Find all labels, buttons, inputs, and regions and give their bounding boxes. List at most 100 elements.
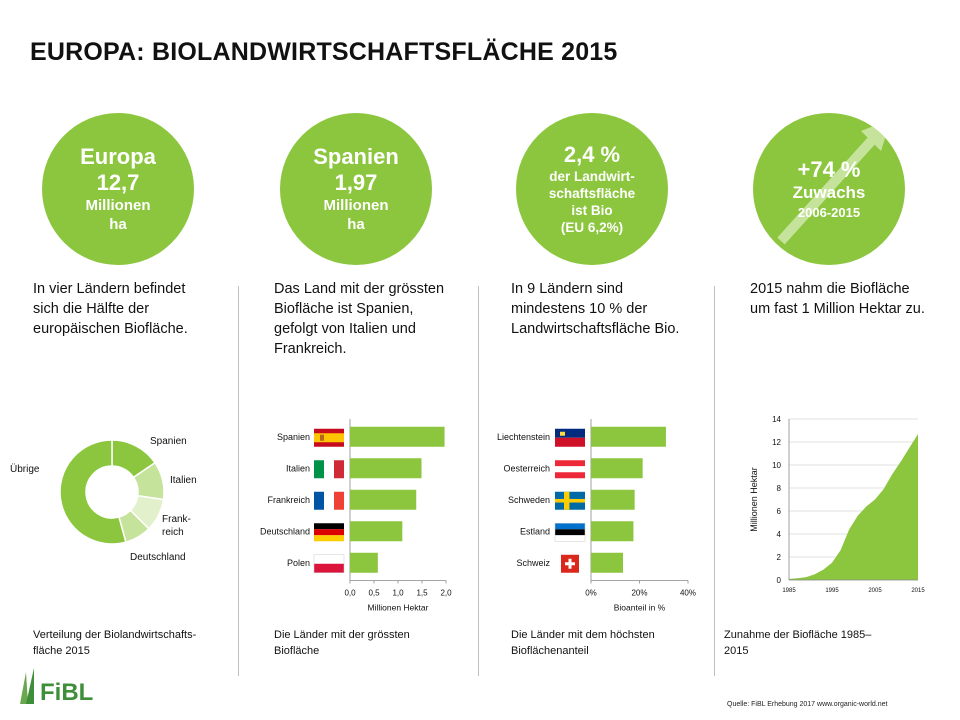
x-tick-label-3: 2015 xyxy=(911,588,925,594)
donut-label-2: Frank- xyxy=(162,514,191,525)
bar-label-0: Liechtenstein xyxy=(497,432,550,442)
bar-4 xyxy=(350,552,378,573)
stat-spanien-unit2: ha xyxy=(347,216,365,233)
description-europa: In vier Ländern befindet sich die Hälfte… xyxy=(33,281,188,337)
stat-share-line2: der Landwirt- xyxy=(549,169,635,184)
stat-circle-growth: +74 % Zuwachs 2006-2015 xyxy=(753,113,905,265)
stat-europa-value: 12,7 xyxy=(96,170,140,195)
y-tick-label-5: 10 xyxy=(772,461,781,470)
donut-label-1: Italien xyxy=(170,475,197,486)
x-tick-label-0: 0% xyxy=(585,589,597,598)
area-series xyxy=(789,433,918,580)
stat-growth-value: +74 % xyxy=(797,156,861,182)
x-axis-title: Bioanteil in % xyxy=(614,603,666,613)
bar-label-0: Spanien xyxy=(277,432,310,442)
stat-circle-spanien: Spanien 1,97 Millionen ha xyxy=(280,113,432,265)
donut-label-3: Deutschland xyxy=(130,552,186,563)
bar-label-1: Italien xyxy=(286,463,310,473)
x-tick-label-3: 1,5 xyxy=(416,589,428,598)
bar-1 xyxy=(591,458,643,479)
flag-spain-icon xyxy=(314,428,344,447)
stat-share-value: 2,4 % xyxy=(563,142,621,167)
bar-3 xyxy=(350,521,403,542)
y-tick-label-2: 4 xyxy=(777,530,782,539)
stat-circle-europa: Europa 12,7 Millionen ha xyxy=(42,113,194,265)
x-tick-label-4: 2,0 xyxy=(440,589,452,598)
x-tick-label-2: 1,0 xyxy=(392,589,404,598)
caption-growth: Zunahme der Biofläche 1985– 2015 xyxy=(724,629,872,657)
stat-growth-period: 2006-2015 xyxy=(797,204,861,220)
y-tick-label-4: 8 xyxy=(777,484,782,493)
y-tick-label-1: 2 xyxy=(777,553,782,562)
bar-label-3: Estland xyxy=(520,526,550,536)
bar-label-2: Schweden xyxy=(508,495,550,505)
stat-circle-share: 2,4 % der Landwirt- schaftsfläche ist Bi… xyxy=(516,113,668,265)
flag-austria-icon xyxy=(555,460,585,479)
stat-europa-unit1: Millionen xyxy=(85,197,151,214)
y-tick-label-6: 12 xyxy=(772,438,781,447)
logo-text: FiBL xyxy=(40,679,93,706)
y-axis-title: Millionen Hektar xyxy=(749,467,759,532)
stat-growth-label: Zuwachs xyxy=(792,182,866,202)
y-tick-label-7: 14 xyxy=(772,415,781,424)
divider-1 xyxy=(238,286,239,676)
stat-spanien-unit1: Millionen xyxy=(323,197,389,214)
bar-4 xyxy=(591,552,624,573)
donut-label-2-1: reich xyxy=(162,527,184,538)
source-note: Quelle: FiBL Erhebung 2017 www.organic-w… xyxy=(727,701,888,708)
caption-donut: Verteilung der Biolandwirtschafts- fläch… xyxy=(33,629,197,657)
stat-spanien-label: Spanien xyxy=(313,144,399,169)
fibl-logo: FiBL xyxy=(16,664,106,713)
bar-label-4: Schweiz xyxy=(516,558,550,568)
donut-chart: Spanien Italien Frank-reich Deutschland Übri… xyxy=(10,436,197,563)
caption-highest-share: Die Länder mit dem höchsten Bioflächenan… xyxy=(511,629,655,657)
divider-2 xyxy=(478,286,479,676)
x-tick-label-0: 1985 xyxy=(782,588,796,594)
x-tick-label-1: 0,5 xyxy=(368,589,380,598)
divider-3 xyxy=(714,286,715,676)
flag-switzerland-icon xyxy=(561,554,579,573)
flag-sweden-icon xyxy=(555,491,585,510)
x-tick-label-2: 40% xyxy=(680,589,696,598)
donut-label-4: Übrige xyxy=(10,463,40,475)
stat-share-line3: schaftsfläche xyxy=(548,186,636,201)
stat-europa-label: Europa xyxy=(80,144,156,169)
stat-europa-unit2: ha xyxy=(109,216,127,233)
x-tick-label-1: 20% xyxy=(631,589,647,598)
growth-arrow-icon xyxy=(777,119,891,245)
stat-spanien-value: 1,97 xyxy=(334,170,378,195)
x-tick-label-1: 1995 xyxy=(825,588,839,594)
area-chart-growth: 0 2 4 6 8 10 12 14 1985 1995 2005 2015 Millionen Hek… xyxy=(749,415,925,594)
bar-2 xyxy=(350,489,417,510)
bar-label-2: Frankreich xyxy=(267,495,310,505)
flag-germany-icon xyxy=(314,523,344,542)
bar-1 xyxy=(350,458,422,479)
flag-france-icon xyxy=(314,491,344,510)
stat-share-line5: (EU 6,2%) xyxy=(560,220,624,235)
caption-largest-area: Die Länder mit der grössten Biofläche xyxy=(274,629,410,657)
description-spanien: Das Land mit der grössten Biofläche ist … xyxy=(274,281,445,357)
x-tick-label-2: 2005 xyxy=(868,588,882,594)
bar-label-4: Polen xyxy=(287,558,310,568)
bar-2 xyxy=(591,489,635,510)
x-axis-title: Millionen Hektar xyxy=(368,603,429,613)
bar-chart-largest-area: Spanien Italien Frankreich Deutschland Polen… xyxy=(260,419,452,613)
flag-poland-icon xyxy=(313,554,345,573)
x-tick-label-0: 0,0 xyxy=(344,589,356,598)
bar-label-1: Oesterreich xyxy=(503,463,550,473)
bar-0 xyxy=(591,426,666,447)
donut-slice-4 xyxy=(59,439,127,545)
flag-estonia-icon xyxy=(554,523,586,542)
flag-italy-icon xyxy=(314,460,344,479)
bar-chart-highest-share: Liechtenstein Oesterreich Schweden Estland S… xyxy=(497,419,696,613)
flag-liechtenstein-icon xyxy=(555,428,585,447)
donut-label-0: Spanien xyxy=(150,436,187,447)
bar-0 xyxy=(350,426,445,447)
bar-3 xyxy=(591,521,634,542)
page-title: EUROPA: BIOLANDWIRTSCHAFTSFLÄCHE 2015 xyxy=(30,38,618,66)
description-growth: 2015 nahm die Biofläche um fast 1 Millio… xyxy=(750,281,925,317)
y-tick-label-3: 6 xyxy=(777,507,782,516)
bar-label-3: Deutschland xyxy=(260,526,310,536)
y-tick-label-0: 0 xyxy=(777,576,782,585)
description-share: In 9 Ländern sind mindestens 10 % der La… xyxy=(511,281,680,337)
